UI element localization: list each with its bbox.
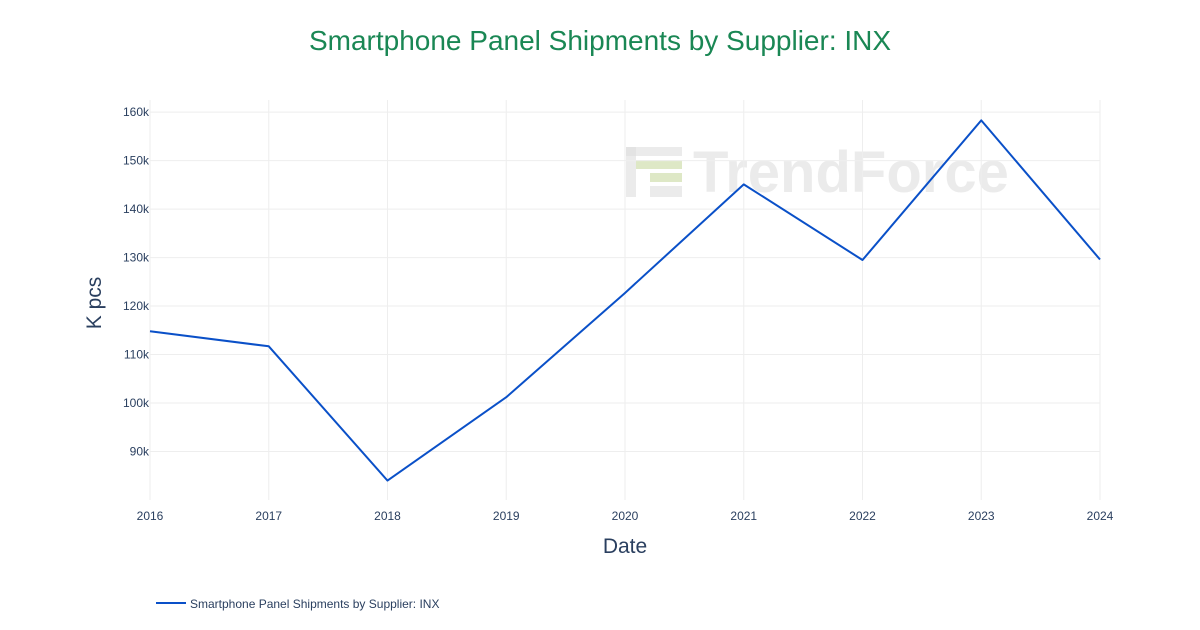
x-tick-label: 2019	[493, 509, 520, 523]
trendforce-logo-icon	[626, 147, 682, 197]
chart-title: Smartphone Panel Shipments by Supplier: …	[309, 25, 891, 56]
x-tick-label: 2018	[374, 509, 401, 523]
legend[interactable]: Smartphone Panel Shipments by Supplier: …	[156, 597, 439, 611]
data-point[interactable]	[1094, 254, 1106, 266]
trendforce-watermark: TrendForce	[626, 140, 1009, 205]
data-point[interactable]	[382, 475, 394, 487]
data-point[interactable]	[738, 178, 750, 190]
watermark-text: TrendForce	[693, 140, 1009, 205]
x-tick-label: 2021	[730, 509, 757, 523]
y-tick-label: 100k	[123, 396, 150, 410]
y-tick-label: 130k	[123, 251, 150, 265]
y-axis-title: K pcs	[83, 277, 106, 330]
x-axis-title: Date	[603, 535, 647, 558]
x-tick-label: 2023	[968, 509, 995, 523]
data-point[interactable]	[500, 391, 512, 403]
data-point[interactable]	[857, 254, 869, 266]
y-tick-label: 120k	[123, 299, 150, 313]
x-tick-label: 2016	[137, 509, 164, 523]
y-tick-label: 160k	[123, 105, 150, 119]
y-tick-label: 110k	[124, 348, 150, 362]
data-point[interactable]	[263, 340, 275, 352]
y-tick-label: 90k	[130, 445, 150, 459]
y-tick-label: 140k	[123, 202, 150, 216]
grid-lines	[149, 100, 1101, 500]
series-line[interactable]	[149, 119, 1101, 482]
data-point[interactable]	[144, 325, 156, 337]
x-axis-ticks: 2016 2017 2018 2019 2020 2021 2022 2023 2024	[137, 509, 1114, 523]
series-layer	[144, 114, 1106, 487]
x-tick-label: 2022	[849, 509, 876, 523]
data-point[interactable]	[619, 287, 631, 299]
y-axis-ticks: 90k 100k 110k 120k 130k 140k 150k 160k	[123, 105, 150, 458]
legend-label: Smartphone Panel Shipments by Supplier: …	[190, 597, 439, 611]
data-point[interactable]	[975, 114, 987, 126]
x-tick-label: 2024	[1087, 509, 1114, 523]
x-tick-label: 2017	[255, 509, 282, 523]
y-tick-label: 150k	[123, 154, 150, 168]
x-tick-label: 2020	[612, 509, 639, 523]
